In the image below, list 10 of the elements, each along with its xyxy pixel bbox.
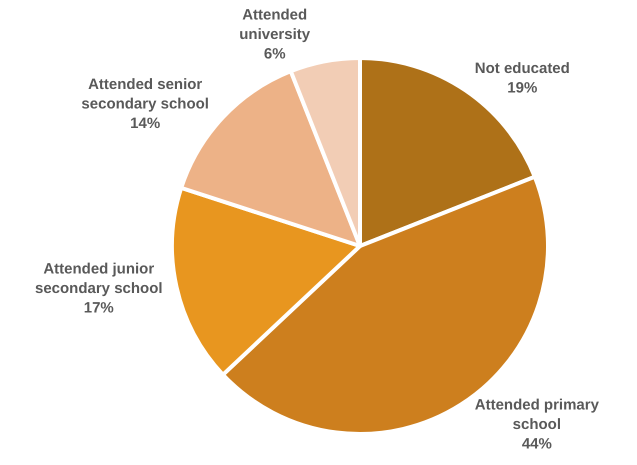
slice-label: Not educated [474,60,570,77]
slice-label: Attended primary school [474,396,600,434]
data-label: 44% [522,436,552,453]
slice-label: Attended junior secondary school [34,260,163,297]
data-label: 17% [84,299,114,316]
data-label: 19% [507,79,538,96]
slice-label: Attended university [239,6,311,43]
slice-label: Attended senior secondary school [81,76,209,113]
data-label: 6% [264,45,286,62]
data-label: 14% [130,115,160,132]
